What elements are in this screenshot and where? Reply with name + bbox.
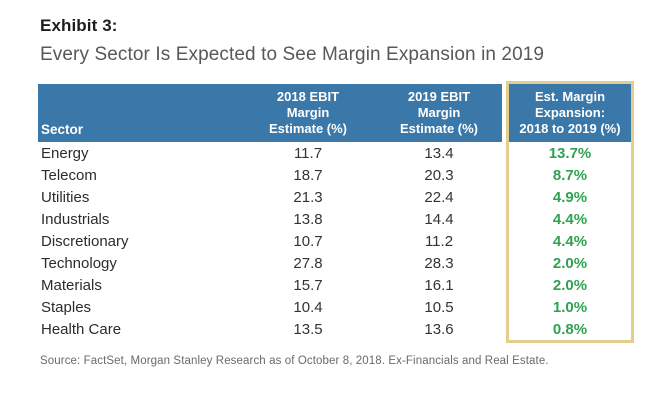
cell-ebit-2019: 16.1: [424, 276, 454, 294]
table-row: Utilities 21.3 22.4: [38, 186, 502, 208]
highlight-column-margin-expansion: Est. Margin Expansion: 2018 to 2019 (%) …: [506, 81, 634, 343]
cell-expansion: 4.4%: [552, 210, 588, 228]
cell-expansion: 1.0%: [552, 298, 588, 316]
cell-ebit-2019: 13.4: [424, 144, 454, 162]
table-row: Materials 15.7 16.1: [38, 274, 502, 296]
cell-sector: Industrials: [41, 210, 110, 228]
cell-ebit-2019: 13.6: [424, 320, 454, 338]
header-line: Estimate (%): [268, 121, 348, 136]
header-line: 2019 EBIT: [407, 89, 471, 104]
column-header-expansion: Est. Margin Expansion: 2018 to 2019 (%): [509, 84, 631, 142]
cell-expansion: 4.9%: [552, 188, 588, 206]
cell-expansion: 2.0%: [552, 276, 588, 294]
cell-sector: Energy: [41, 144, 89, 162]
cell-ebit-2019: 22.4: [424, 188, 454, 206]
cell-ebit-2018: 10.7: [293, 232, 323, 250]
table-row: Health Care 13.5 13.6: [38, 318, 502, 340]
cell-ebit-2019: 14.4: [424, 210, 454, 228]
table-row: Technology 27.8 28.3: [38, 252, 502, 274]
header-line: Expansion:: [534, 105, 606, 120]
cell-ebit-2019: 20.3: [424, 166, 454, 184]
header-line: Est. Margin: [534, 89, 606, 104]
column-header-2018-ebit: 2018 EBIT Margin Estimate (%): [240, 89, 376, 137]
cell-ebit-2018: 11.7: [293, 144, 323, 162]
header-line: Margin: [286, 105, 330, 120]
cell-expansion: 0.8%: [552, 320, 588, 338]
cell-expansion: 13.7%: [548, 144, 592, 162]
cell-ebit-2019: 10.5: [424, 298, 454, 316]
cell-expansion: 2.0%: [552, 254, 588, 272]
exhibit-label: Exhibit 3:: [40, 16, 118, 35]
header-line: Margin: [417, 105, 461, 120]
source-note: Source: FactSet, Morgan Stanley Research…: [40, 355, 549, 367]
table-row: Telecom 18.7 20.3: [38, 164, 502, 186]
cell-sector: Technology: [41, 254, 117, 272]
table-body: Energy 11.7 13.4 Telecom 18.7 20.3 Utili…: [38, 142, 502, 340]
exhibit-subtitle: Every Sector Is Expected to See Margin E…: [40, 44, 545, 65]
cell-expansion: 8.7%: [552, 166, 588, 184]
column-header-2019-ebit: 2019 EBIT Margin Estimate (%): [376, 89, 502, 137]
header-line: 2018 to 2019 (%): [519, 121, 621, 136]
cell-sector: Staples: [41, 298, 92, 316]
cell-sector: Utilities: [41, 188, 90, 206]
cell-ebit-2018: 13.5: [293, 320, 323, 338]
cell-ebit-2019: 11.2: [424, 232, 454, 250]
cell-ebit-2018: 27.8: [293, 254, 323, 272]
table-row: Energy 11.7 13.4: [38, 142, 502, 164]
cell-sector: Health Care: [41, 320, 122, 338]
cell-sector: Discretionary: [41, 232, 129, 250]
cell-expansion: 4.4%: [552, 232, 588, 250]
column-header-sector: Sector: [41, 122, 84, 137]
header-line: 2018 EBIT: [276, 89, 340, 104]
table-header: Sector 2018 EBIT Margin Estimate (%) 201…: [38, 84, 502, 142]
cell-ebit-2018: 15.7: [293, 276, 323, 294]
cell-ebit-2018: 21.3: [293, 188, 323, 206]
cell-ebit-2019: 28.3: [424, 254, 454, 272]
cell-ebit-2018: 18.7: [293, 166, 323, 184]
table-row: Industrials 13.8 14.4: [38, 208, 502, 230]
cell-sector: Telecom: [41, 166, 97, 184]
table-row: Discretionary 10.7 11.2: [38, 230, 502, 252]
ebit-margin-table: Sector 2018 EBIT Margin Estimate (%) 201…: [38, 81, 634, 343]
cell-sector: Materials: [41, 276, 102, 294]
header-line: Estimate (%): [399, 121, 479, 136]
table-row: Staples 10.4 10.5: [38, 296, 502, 318]
cell-ebit-2018: 10.4: [293, 298, 323, 316]
cell-ebit-2018: 13.8: [293, 210, 323, 228]
